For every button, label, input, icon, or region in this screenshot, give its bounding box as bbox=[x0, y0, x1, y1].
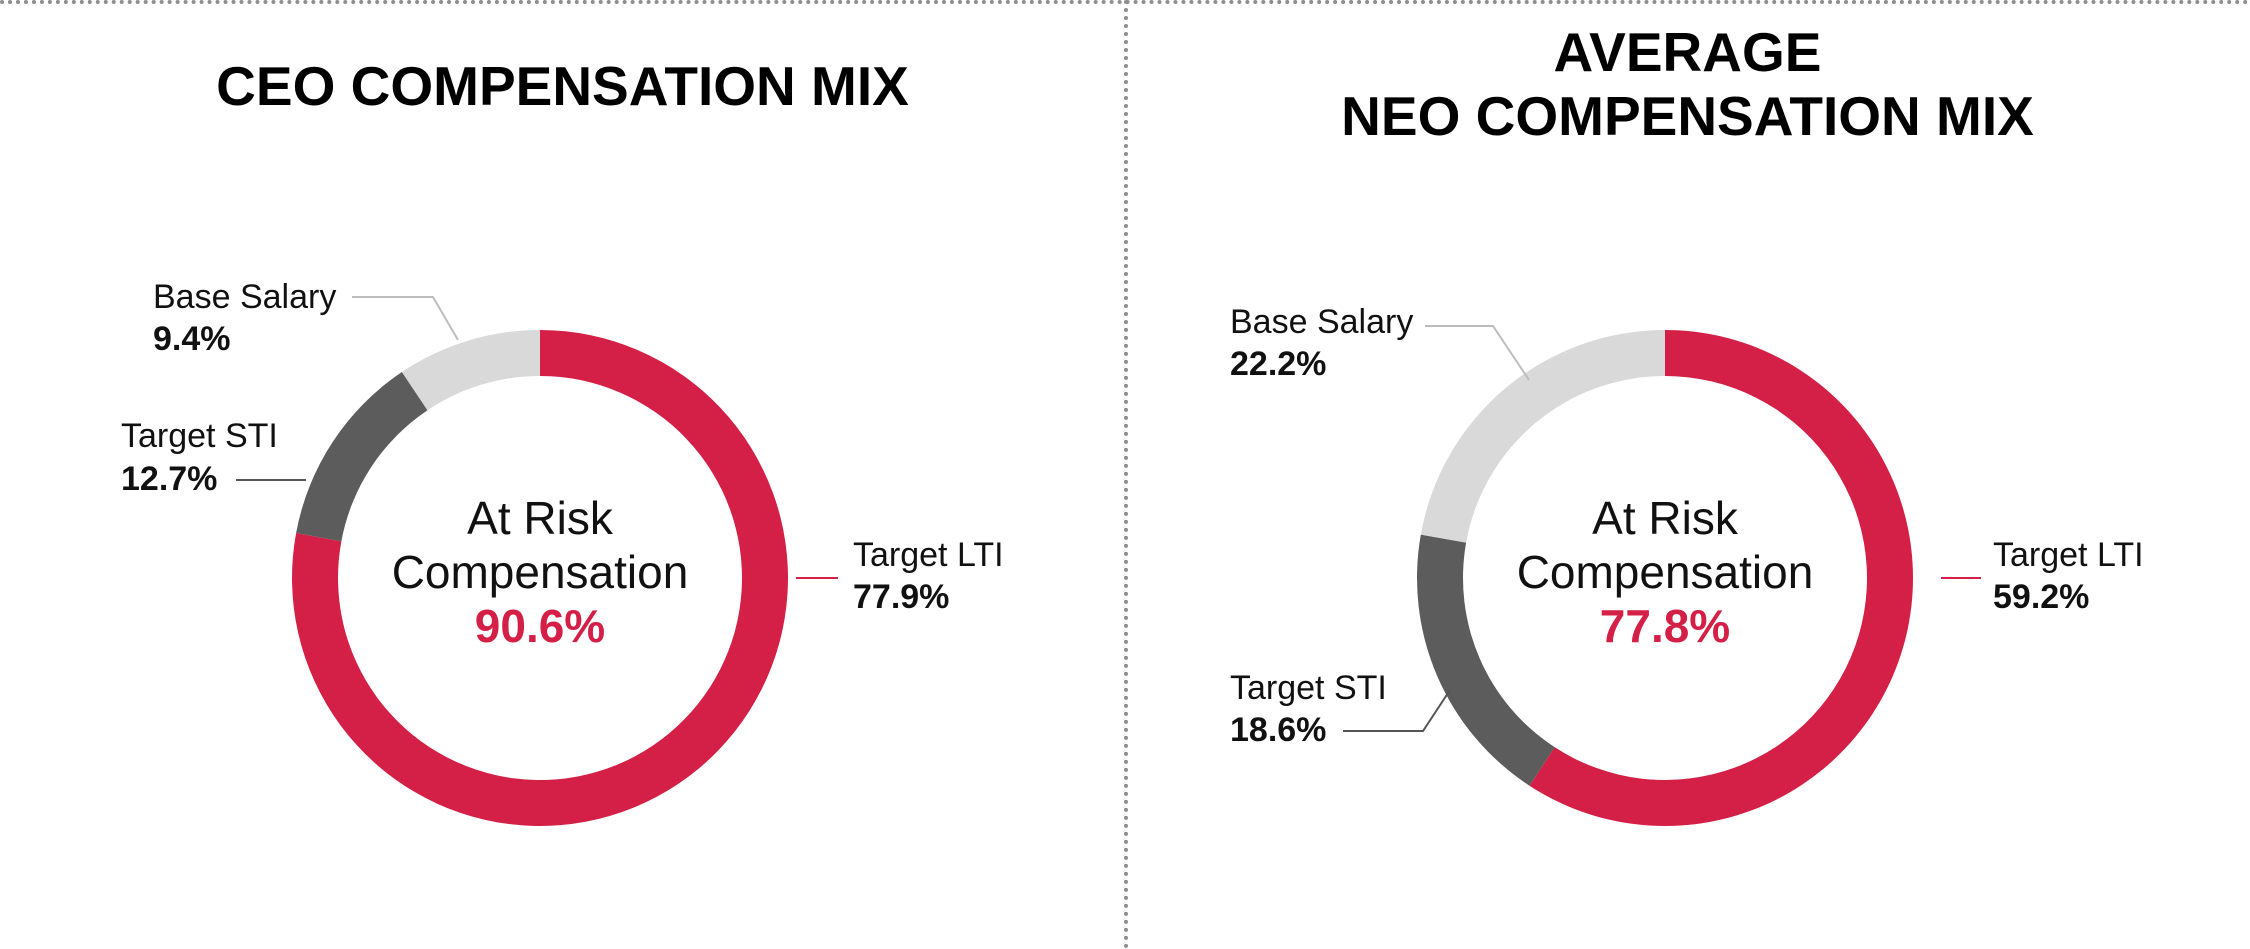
center-label-line1: At Risk bbox=[1592, 492, 1739, 544]
slice-label: Base Salary bbox=[153, 278, 336, 316]
center-label-line1: At Risk bbox=[467, 492, 614, 544]
slice-value-label: 59.2% bbox=[1993, 578, 2089, 616]
slice-value-label: 77.9% bbox=[853, 578, 949, 616]
slice-value-label: 9.4% bbox=[153, 320, 231, 358]
panel-divider bbox=[1124, 0, 1128, 949]
donut-slice-target-sti bbox=[1417, 534, 1555, 786]
neo-donut-chart: Target LTI 59.2% Target STI 18.6% Base Salar… bbox=[1230, 303, 2144, 826]
ceo-chart-panel: CEO COMPENSATION MIX Target LTI 77.9% Targ… bbox=[0, 54, 1125, 826]
neo-chart-panel: AVERAGE NEO COMPENSATION MIX Target LTI 5… bbox=[1125, 0, 2250, 949]
slice-label: Target STI bbox=[121, 417, 278, 455]
donut-slice-base-salary bbox=[1420, 330, 1665, 543]
slice-label: Target STI bbox=[1230, 669, 1387, 707]
donut-slice-base-salary bbox=[401, 330, 540, 411]
ceo-donut-chart: Target LTI 77.9% Target STI 12.7% Base Salar… bbox=[121, 278, 1004, 826]
center-label-line2: Compensation bbox=[392, 546, 689, 598]
slice-label: Target LTI bbox=[1993, 536, 2144, 574]
center-value: 90.6% bbox=[475, 600, 605, 652]
chart-title-line: CEO COMPENSATION MIX bbox=[216, 55, 909, 117]
slice-value-label: 22.2% bbox=[1230, 345, 1326, 383]
chart-title: AVERAGE NEO COMPENSATION MIX bbox=[1125, 20, 2250, 148]
chart-title-line: AVERAGE bbox=[1553, 21, 1822, 83]
leader-line bbox=[1425, 325, 1530, 381]
chart-title-line: NEO COMPENSATION MIX bbox=[1341, 85, 2034, 147]
slice-label: Base Salary bbox=[1230, 303, 1413, 341]
donut-slice-target-sti bbox=[296, 372, 428, 542]
leader-line bbox=[1343, 689, 1451, 732]
slice-value-label: 18.6% bbox=[1230, 711, 1326, 749]
donut-slice-target-lti bbox=[1529, 330, 1913, 826]
center-label-line2: Compensation bbox=[1517, 546, 1814, 598]
chart-title: CEO COMPENSATION MIX bbox=[0, 54, 1125, 118]
center-value: 77.8% bbox=[1600, 600, 1730, 652]
leader-line bbox=[352, 296, 459, 341]
slice-value-label: 12.7% bbox=[121, 460, 217, 498]
slice-label: Target LTI bbox=[853, 536, 1004, 574]
